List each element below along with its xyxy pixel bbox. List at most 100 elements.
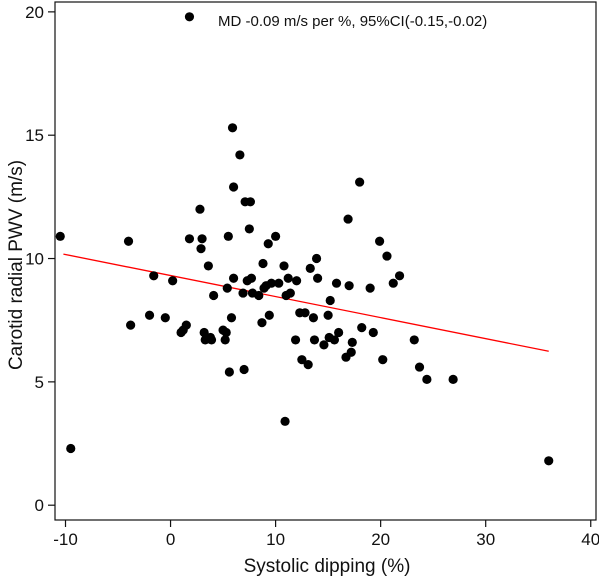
- data-point: [197, 234, 207, 244]
- x-axis-title: Systolic dipping (%): [244, 556, 411, 577]
- data-point: [292, 276, 302, 286]
- x-tick-label: 30: [476, 530, 495, 549]
- y-tick-label: 5: [35, 373, 44, 392]
- chart-annotation: MD -0.09 m/s per %, 95%CI(-0.15,-0.02): [218, 13, 487, 30]
- data-point: [409, 335, 419, 345]
- fit-line-layer: [63, 253, 549, 352]
- data-point: [245, 197, 255, 207]
- data-point: [280, 416, 290, 426]
- data-point: [221, 327, 231, 338]
- data-point: [226, 313, 237, 323]
- data-point: [365, 283, 375, 293]
- data-point: [258, 258, 268, 269]
- data-point: [228, 182, 239, 192]
- data-point: [346, 347, 356, 357]
- data-point: [238, 288, 248, 298]
- y-tick-label: 15: [25, 126, 44, 145]
- data-point: [235, 150, 245, 160]
- data-point: [257, 318, 267, 328]
- data-point: [66, 443, 76, 454]
- data-point: [160, 313, 170, 323]
- data-point: [126, 320, 136, 330]
- y-tick-label: 10: [25, 250, 44, 269]
- y-tick-label: 0: [35, 496, 44, 515]
- x-tick-label: 0: [166, 530, 175, 549]
- data-point: [343, 214, 353, 224]
- data-point: [228, 273, 239, 283]
- data-point: [224, 367, 234, 377]
- data-point: [414, 362, 425, 372]
- y-axis-title: Carotid radial PWV (m/s): [6, 160, 27, 370]
- x-axis: -10 0 10 20 30 40: [53, 520, 599, 549]
- data-point: [55, 231, 65, 241]
- data-point: [196, 244, 206, 254]
- data-point: [206, 335, 217, 345]
- data-point: [344, 281, 354, 291]
- data-point: [279, 261, 289, 271]
- data-point: [274, 278, 284, 288]
- data-point: [378, 355, 388, 365]
- data-point: [388, 278, 398, 288]
- data-point: [220, 335, 230, 345]
- data-point: [222, 283, 232, 293]
- data-point: [285, 288, 295, 298]
- points-layer: [55, 12, 554, 466]
- data-point: [199, 327, 209, 338]
- data-point: [357, 323, 367, 333]
- y-axis: 0 5 10 15 20: [25, 3, 55, 515]
- data-point: [244, 224, 254, 234]
- data-point: [184, 12, 195, 22]
- data-point: [184, 234, 195, 244]
- data-point: [144, 310, 155, 320]
- data-point: [323, 310, 333, 320]
- data-point: [300, 308, 310, 318]
- data-point: [448, 374, 458, 384]
- data-point: [319, 340, 329, 350]
- x-tick-label: 40: [581, 530, 599, 549]
- data-point: [149, 271, 159, 281]
- x-tick-label: -10: [53, 530, 78, 549]
- data-point: [347, 337, 357, 347]
- data-point: [422, 374, 432, 384]
- data-point: [209, 290, 219, 301]
- data-point: [263, 239, 273, 249]
- data-point: [266, 278, 276, 288]
- data-point: [283, 273, 293, 283]
- data-point: [271, 231, 281, 241]
- x-tick-label: 20: [371, 530, 390, 549]
- data-point: [297, 355, 307, 365]
- data-point: [331, 278, 342, 288]
- data-point: [168, 276, 178, 286]
- data-point: [325, 295, 335, 306]
- x-tick-label: 10: [266, 530, 285, 549]
- data-point: [123, 236, 134, 246]
- data-point: [203, 261, 213, 271]
- data-point: [368, 327, 378, 338]
- data-point: [227, 123, 238, 133]
- data-point: [239, 364, 249, 375]
- data-point: [313, 273, 323, 283]
- data-point: [382, 251, 392, 261]
- data-point: [223, 231, 233, 241]
- data-point: [254, 290, 264, 301]
- data-point: [181, 320, 191, 330]
- data-point: [355, 177, 365, 187]
- data-point: [334, 327, 344, 338]
- data-point: [544, 456, 554, 466]
- data-point: [394, 271, 405, 281]
- data-point: [311, 253, 322, 264]
- data-point: [305, 263, 315, 273]
- data-point: [303, 360, 313, 370]
- data-point: [290, 335, 301, 345]
- data-point: [264, 310, 274, 320]
- plot-area-frame: [54, 1, 597, 521]
- data-point: [375, 236, 385, 246]
- data-point: [195, 204, 205, 214]
- data-point: [329, 335, 340, 345]
- data-point: [246, 273, 257, 283]
- data-point: [309, 335, 320, 345]
- fit-line: [63, 253, 549, 352]
- data-point: [308, 313, 319, 323]
